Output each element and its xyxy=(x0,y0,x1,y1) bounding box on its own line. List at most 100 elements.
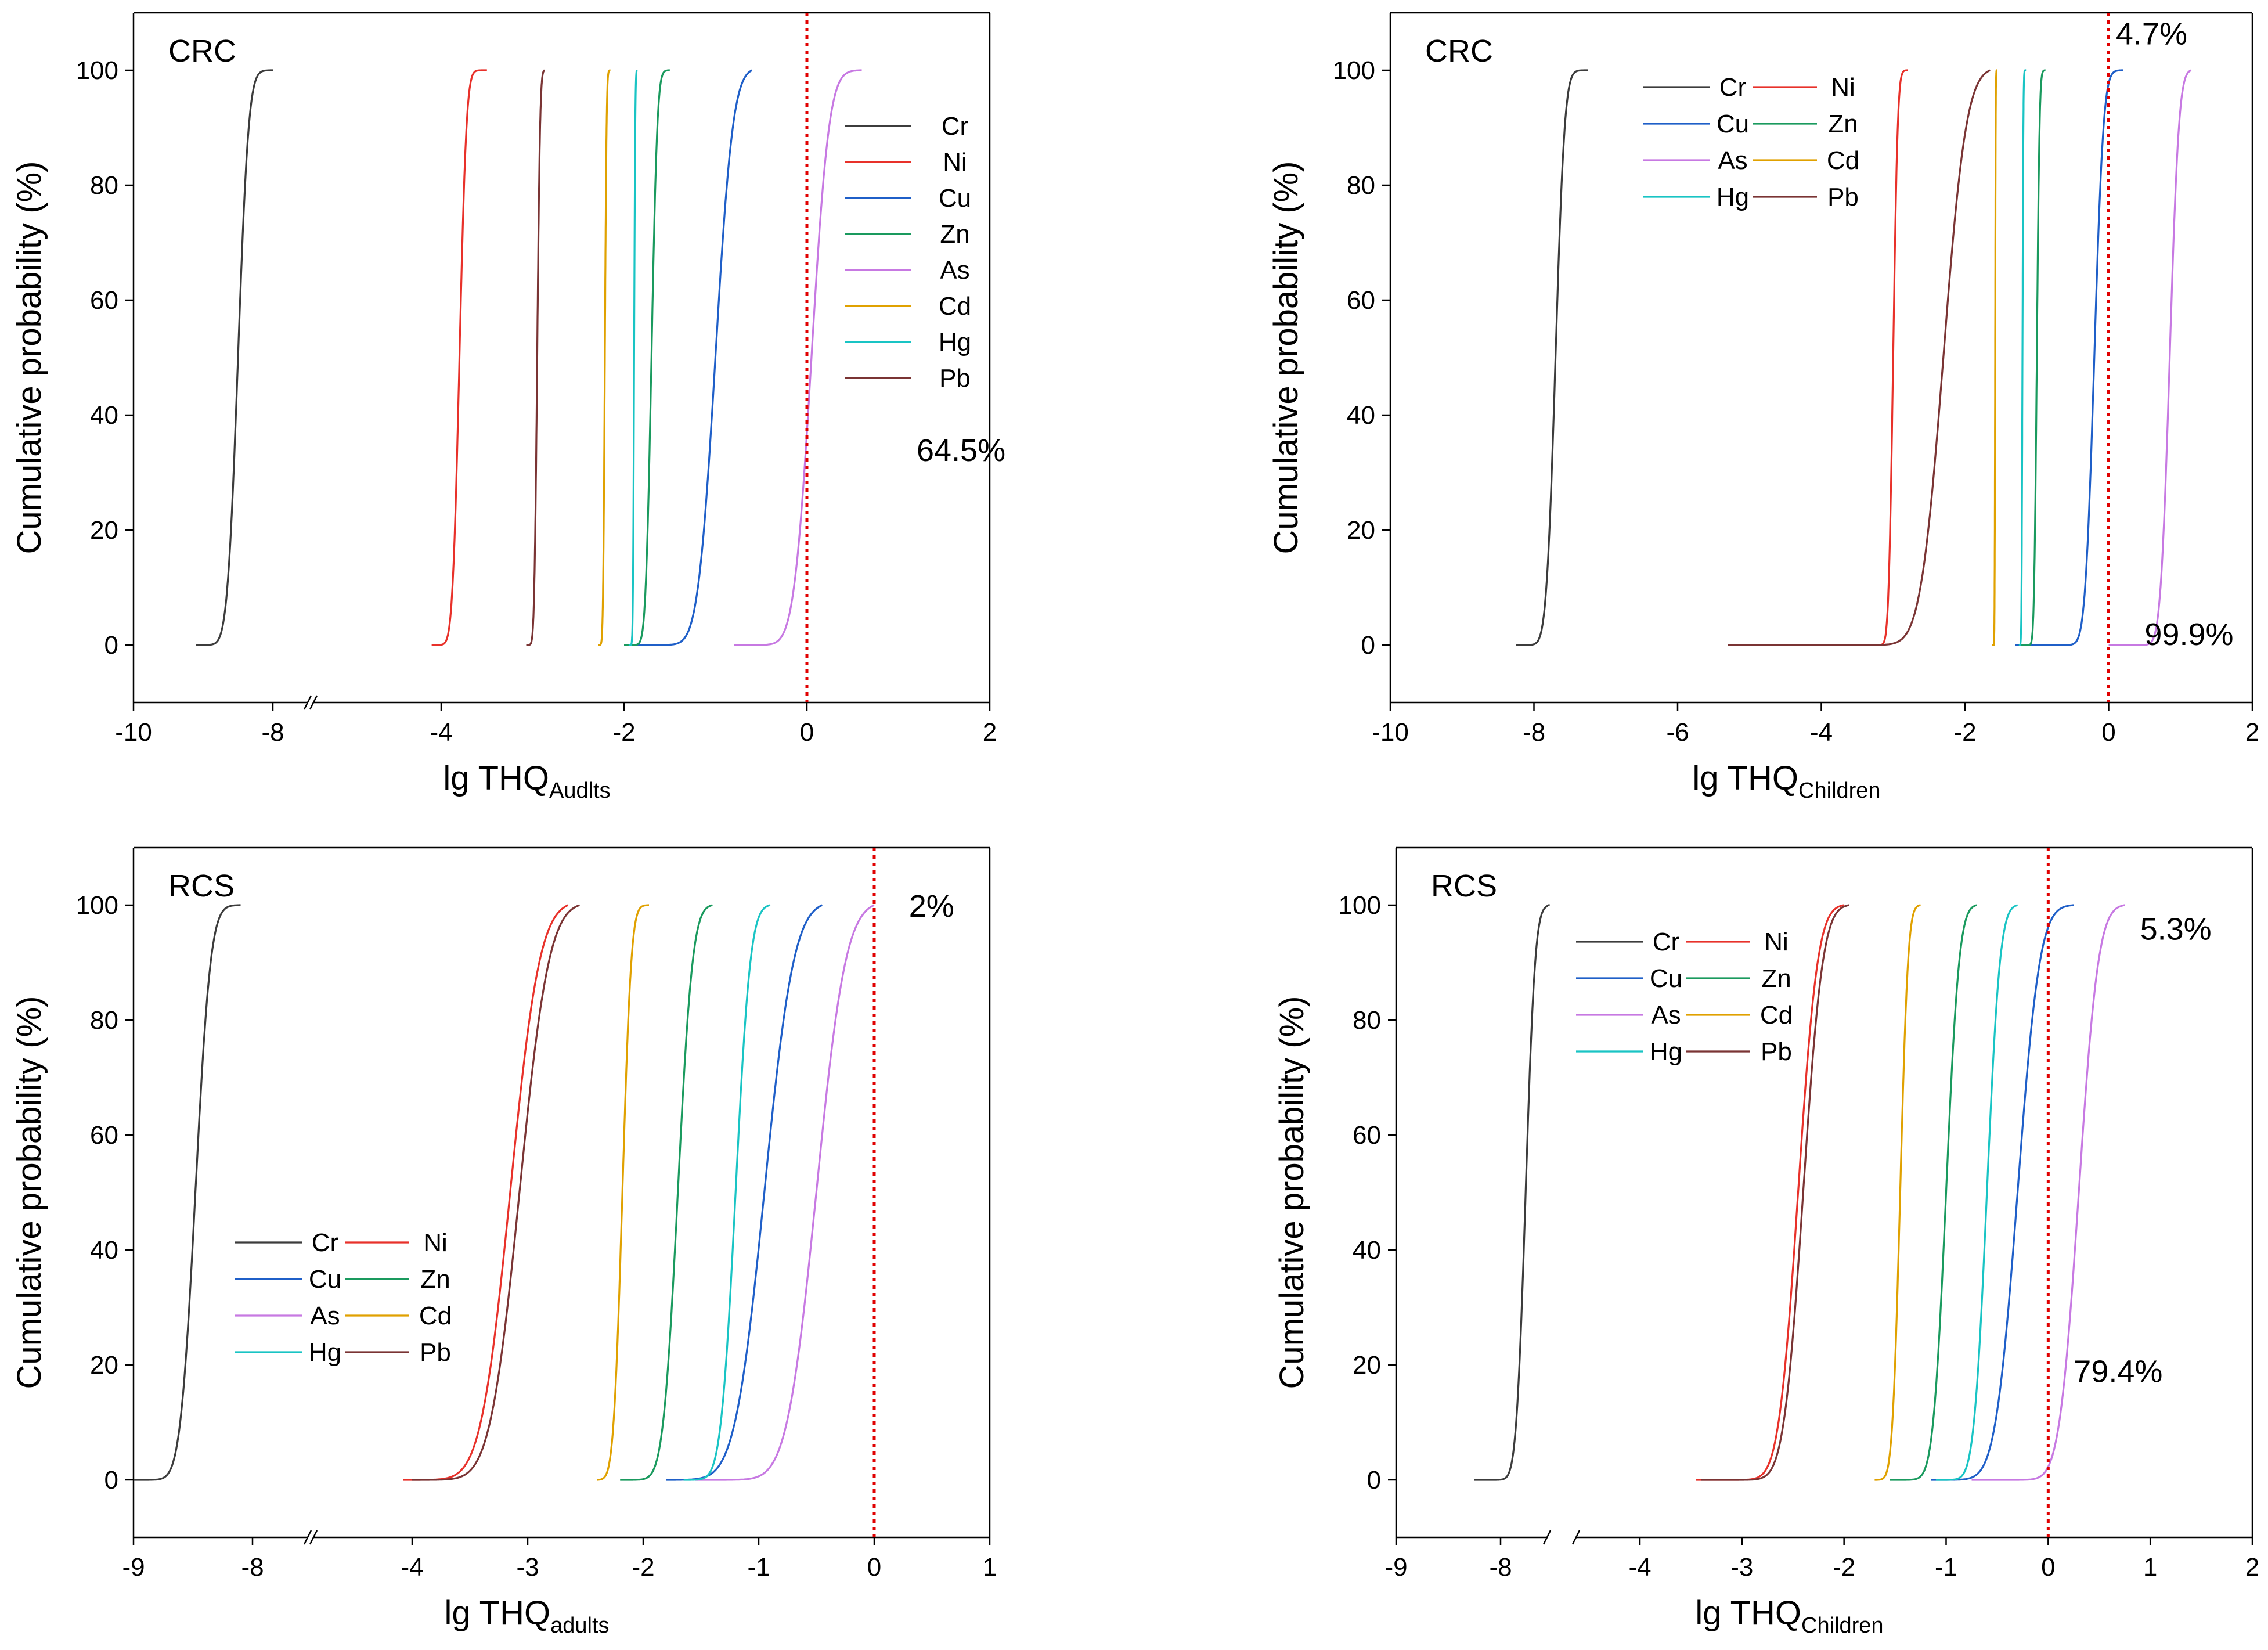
y-tick-label: 80 xyxy=(1353,1006,1381,1035)
series-line-cd xyxy=(1992,69,1998,646)
y-tick-label: 40 xyxy=(1347,401,1375,430)
percent-annotation: 64.5% xyxy=(917,433,1005,468)
x-tick-label: -8 xyxy=(261,718,284,747)
legend-label-cr: Cr xyxy=(1719,73,1746,102)
y-tick-label: 0 xyxy=(1367,1466,1381,1494)
legend-label-cr: Cr xyxy=(312,1229,338,1257)
series-line-pb xyxy=(1701,904,1849,1481)
x-tick-label: 0 xyxy=(800,718,814,747)
legend-label-cr: Cr xyxy=(1653,928,1679,956)
x-tick-label: -10 xyxy=(1372,718,1409,747)
x-tick-label: -9 xyxy=(122,1553,145,1581)
y-tick-label: 60 xyxy=(90,286,118,315)
series-line-cr xyxy=(196,69,273,646)
series-line-pb xyxy=(412,904,580,1481)
legend-label-pb: Pb xyxy=(939,364,971,392)
x-tick-label: -8 xyxy=(1523,718,1545,747)
chart-panel-4: 0 20 40 60 80 100 -9 -8 -4 -3 -2 -1 0 1 2 Cumulative pr… xyxy=(1273,846,2259,1638)
series-line-as xyxy=(695,904,875,1481)
y-tick-label: 100 xyxy=(76,891,118,920)
y-tick-label: 100 xyxy=(1339,891,1381,920)
series-line-cd xyxy=(1874,904,1921,1481)
legend-label-hg: Hg xyxy=(309,1338,341,1367)
x-tick-label: -6 xyxy=(1666,718,1689,747)
legend-label-cu: Cu xyxy=(1650,964,1682,993)
series-line-hg xyxy=(1935,904,2018,1481)
percent-annotation: 4.7% xyxy=(2116,16,2187,51)
legend-label-zn: Zn xyxy=(420,1265,450,1294)
legend-label-zn: Zn xyxy=(1761,964,1791,993)
series-line-ni xyxy=(1867,69,1908,646)
series-line-hg xyxy=(683,904,771,1481)
series-line-cu xyxy=(628,69,753,646)
legend: Cr Ni Cu Zn As Cd Hg Pb xyxy=(235,1229,452,1367)
x-tick-label: -4 xyxy=(430,718,452,747)
legend-label-as: As xyxy=(310,1302,340,1330)
y-tick-label: 60 xyxy=(90,1121,118,1150)
series-line-cr xyxy=(134,904,241,1481)
axis-break-mark xyxy=(1542,1530,1552,1545)
legend-label-as: As xyxy=(940,256,969,284)
y-tick-label: 100 xyxy=(76,56,118,85)
x-tick-label: -2 xyxy=(612,718,635,747)
legend-label-hg: Hg xyxy=(1717,183,1749,211)
panel-label: CRC xyxy=(1425,34,1493,69)
series-line-zn xyxy=(624,69,670,646)
x-tick-label: -2 xyxy=(1953,718,1976,747)
x-tick-label: 1 xyxy=(983,1553,997,1581)
x-tick-label: -3 xyxy=(516,1553,539,1581)
series-line-zn xyxy=(2018,69,2046,646)
legend-label-hg: Hg xyxy=(939,328,971,356)
legend-label-as: As xyxy=(1718,146,1747,175)
x-tick-label: 1 xyxy=(2143,1553,2157,1581)
x-tick-label: 2 xyxy=(2245,1553,2259,1581)
y-tick-label: 20 xyxy=(90,516,118,545)
x-tick-label: -4 xyxy=(1810,718,1833,747)
series-line-cu xyxy=(1931,904,2074,1481)
y-axis-label: Cumulative probability (%) xyxy=(10,161,48,554)
x-tick-label: 2 xyxy=(2245,718,2259,747)
legend: Cr Ni Cu Zn As Cd Hg Pb xyxy=(845,112,971,392)
series-line-zn xyxy=(1890,904,1977,1481)
y-tick-label: 0 xyxy=(104,631,118,660)
y-tick-label: 40 xyxy=(90,401,118,430)
percent-annotation: 5.3% xyxy=(2140,912,2212,946)
series-line-ni xyxy=(431,69,487,646)
x-axis-label: lg THQChildren xyxy=(1692,759,1880,803)
x-tick-label: 0 xyxy=(2041,1553,2055,1581)
legend-label-cd: Cd xyxy=(1760,1001,1793,1029)
series-line-hg xyxy=(628,70,638,646)
panel-label: RCS xyxy=(1431,869,1497,903)
legend: Cr Ni Cu Zn As Cd Hg Pb xyxy=(1643,73,1859,211)
legend-label-hg: Hg xyxy=(1650,1037,1682,1066)
panel-label: CRC xyxy=(168,34,236,69)
y-tick-label: 100 xyxy=(1333,56,1375,85)
y-tick-label: 40 xyxy=(90,1236,118,1264)
y-tick-label: 80 xyxy=(90,1006,118,1035)
y-axis-label: Cumulative probability (%) xyxy=(10,996,48,1389)
x-tick-label: -10 xyxy=(115,718,152,747)
chart-panel-1: 0 20 40 60 80 100 -10 -8 -4 -2 0 2 Cumulative probab… xyxy=(10,12,1005,803)
series-line-ni xyxy=(403,904,569,1481)
percent-annotation: 2% xyxy=(909,889,954,924)
series-line-zn xyxy=(620,904,713,1481)
x-tick-label: 0 xyxy=(867,1553,881,1581)
x-tick-label: -8 xyxy=(241,1553,264,1581)
axis-break-mark xyxy=(309,695,318,710)
legend-label-ni: Ni xyxy=(1831,73,1855,102)
x-axis-label: lg THQAudlts xyxy=(443,759,610,803)
y-tick-label: 60 xyxy=(1347,286,1375,315)
legend-label-as: As xyxy=(1651,1001,1681,1029)
chart-panel-3: 0 20 40 60 80 100 -9 -8 -4 -3 -2 -1 0 1 Cumulative pro… xyxy=(10,846,997,1638)
legend: Cr Ni Cu Zn As Cd Hg Pb xyxy=(1576,928,1793,1066)
percent-annotation: 79.4% xyxy=(2074,1354,2162,1389)
axis-break-mark xyxy=(303,695,312,710)
x-tick-label: -9 xyxy=(1384,1553,1407,1581)
legend-label-cd: Cd xyxy=(419,1302,452,1330)
panel-label: RCS xyxy=(168,869,235,903)
legend-label-pb: Pb xyxy=(1761,1037,1792,1066)
axis-break-mark xyxy=(303,1530,312,1545)
x-tick-label: -8 xyxy=(1489,1553,1512,1581)
series-line-cu xyxy=(2015,69,2123,646)
